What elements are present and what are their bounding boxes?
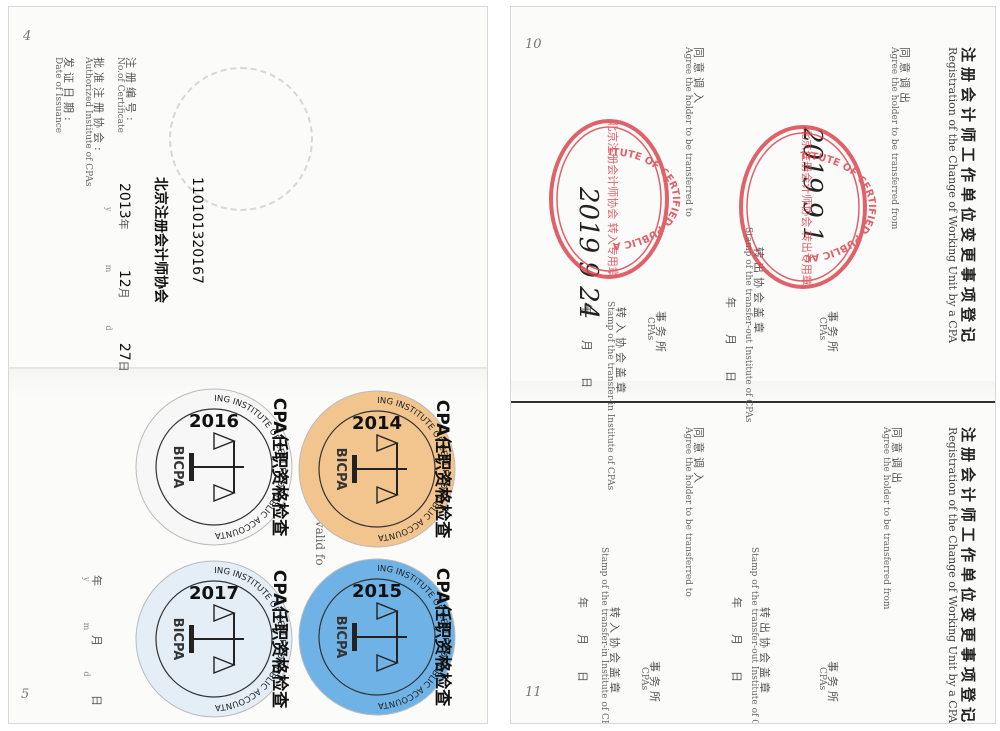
page-fold-line xyxy=(9,367,487,369)
annual-inspection-stickers: BEIJING INSTITUTE OF CERTIFIED PUBLIC AC… xyxy=(135,388,456,718)
page-number: 5 xyxy=(21,687,30,702)
sticker-title: CPA任职资格检查 xyxy=(269,398,290,538)
institute-seals: BEIJING INSTITUTE OF CERTIFIED PUBLIC AC… xyxy=(511,7,877,289)
inspection-sticker-2014: BEIJING INSTITUTE OF CERTIFIED PUBLIC AC… xyxy=(298,390,456,548)
sticker-inner-ring xyxy=(155,580,273,698)
scales-of-justice-icon xyxy=(352,601,407,673)
page-fold-line xyxy=(511,401,995,403)
page-number: 10 xyxy=(525,37,542,52)
left-page: 4 5 注册编号: No.of Certificate 批准注册协会: Auth… xyxy=(8,6,488,724)
seal-center-text: 北京注册会计师协会 转入专用章 xyxy=(606,120,620,278)
right-page: 10 11 注册会计师工作单位变更事项登记 Registration of th… xyxy=(510,6,996,724)
sticker-abbr: BICPA xyxy=(170,618,185,661)
page-fold-shadow xyxy=(511,381,995,401)
inspection-sticker-2016: BEIJING INSTITUTE OF CERTIFIED PUBLIC AC… xyxy=(135,388,293,546)
sticker-inner-ring xyxy=(318,410,436,528)
sticker-inner-ring xyxy=(318,578,436,696)
scales-of-justice-icon xyxy=(189,603,244,675)
sticker-title: CPA任职资格检查 xyxy=(432,400,453,540)
sticker-year: 2016 xyxy=(189,411,239,432)
scales-of-justice-icon xyxy=(352,433,407,505)
sticker-title: CPA任职资格检查 xyxy=(269,570,290,710)
sticker-abbr: BICPA xyxy=(333,448,348,491)
sticker-year: 2014 xyxy=(352,413,402,434)
sticker-year: 2017 xyxy=(189,583,239,604)
sticker-abbr: BICPA xyxy=(333,616,348,659)
scales-of-justice-icon xyxy=(189,431,244,503)
page-number: 11 xyxy=(525,685,542,700)
page-fold-shadow xyxy=(9,369,487,395)
page-number: 4 xyxy=(23,29,32,44)
sticker-abbr: BICPA xyxy=(170,446,185,489)
book-gutter xyxy=(488,0,508,731)
seal-center-text: 北京注册会计师协会 转出专用章 xyxy=(800,128,814,286)
faded-stamp-impression xyxy=(169,67,313,211)
sticker-year: 2015 xyxy=(352,581,402,602)
sticker-title: CPA任职资格检查 xyxy=(432,568,453,708)
inspection-sticker-2015: BEIJING INSTITUTE OF CERTIFIED PUBLIC AC… xyxy=(298,558,456,716)
inspection-sticker-2017: BEIJING INSTITUTE OF CERTIFIED PUBLIC AC… xyxy=(135,560,293,718)
seal-ring-text: BEIJING INSTITUTE OF CERTIFIED PUBLIC AC… xyxy=(511,7,877,263)
institute-red-seal: BEIJING INSTITUTE OF CERTIFIED PUBLIC AC… xyxy=(511,7,681,279)
sticker-inner-ring xyxy=(155,408,273,526)
